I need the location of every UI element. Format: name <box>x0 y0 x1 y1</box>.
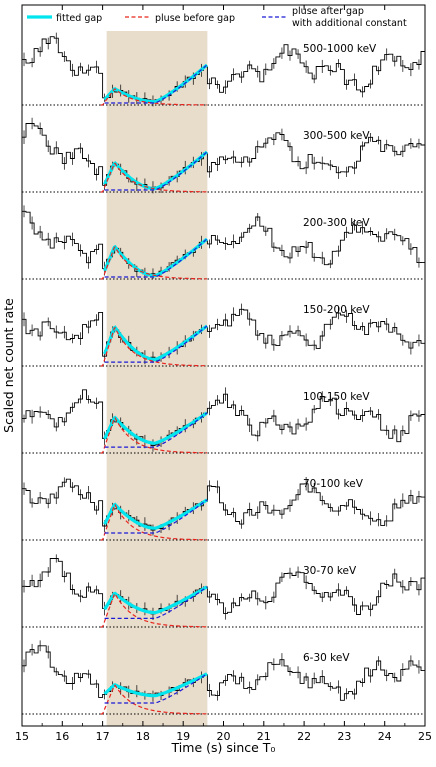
fitted-gap-curve <box>103 672 208 698</box>
pulse-after-curve <box>104 151 208 191</box>
energy-band-label: 150-200 keV <box>303 304 370 316</box>
light-curve <box>22 478 425 531</box>
x-axis-label: Time (s) since T₀ <box>171 740 276 755</box>
legend-label-before: pluse before gap <box>155 13 235 24</box>
light-curve <box>22 389 425 447</box>
pulse-after-curve <box>104 238 208 278</box>
pulse-before-curve <box>100 88 207 106</box>
energy-band-label: 6-30 keV <box>303 652 350 664</box>
light-curve <box>22 36 425 102</box>
pulse-before-curve <box>100 162 207 193</box>
pulse-before-curve <box>100 246 207 280</box>
energy-band-label: 500-1000 keV <box>303 43 377 55</box>
energy-band-label: 70-100 keV <box>303 478 364 490</box>
pulse-before-curve <box>100 417 207 454</box>
x-tick-label: 22 <box>297 730 311 743</box>
pulse-after-curve <box>104 499 208 534</box>
x-tick-label: 16 <box>55 730 69 743</box>
x-tick-label: 23 <box>337 730 351 743</box>
x-tick-label: 24 <box>378 730 392 743</box>
x-tick-label: 19 <box>176 730 190 743</box>
pulse-after-curve <box>104 64 208 104</box>
fitted-gap-curve <box>103 585 208 615</box>
legend-label-after: pluse after gap <box>292 6 364 17</box>
energy-band-label: 200-300 keV <box>303 217 370 229</box>
fitted-gap-curve <box>103 498 208 530</box>
fitted-gap-curve <box>103 411 208 445</box>
pulse-before-curve <box>100 326 208 367</box>
light-curve <box>22 123 425 189</box>
light-curve <box>22 308 425 362</box>
fitted-gap-curve <box>103 324 208 362</box>
x-tick-label: 17 <box>96 730 110 743</box>
x-tick-label: 18 <box>136 730 150 743</box>
pulse-after-curve <box>104 412 208 448</box>
light-curve <box>22 645 425 701</box>
light-curve <box>22 210 425 277</box>
legend-label-after-2: with additional constant <box>292 18 407 29</box>
x-tick-label: 20 <box>217 730 231 743</box>
energy-band-label: 300-500 keV <box>303 130 370 142</box>
legend-label-fit: fitted gap <box>56 13 102 24</box>
y-axis-label: Scaled net count rate <box>1 298 16 433</box>
shaded-gap-region <box>106 31 208 726</box>
energy-band-label: 30-70 keV <box>303 565 357 577</box>
x-tick-label: 25 <box>418 730 432 743</box>
pulse-before-curve <box>100 504 207 541</box>
x-tick-label: 15 <box>15 730 29 743</box>
energy-band-label: 100-150 keV <box>303 391 370 403</box>
x-tick-label: 21 <box>257 730 271 743</box>
pulse-after-curve <box>104 325 208 363</box>
pulse-before-curve <box>100 684 207 715</box>
pulse-before-curve <box>100 593 207 628</box>
light-curve <box>22 558 425 615</box>
